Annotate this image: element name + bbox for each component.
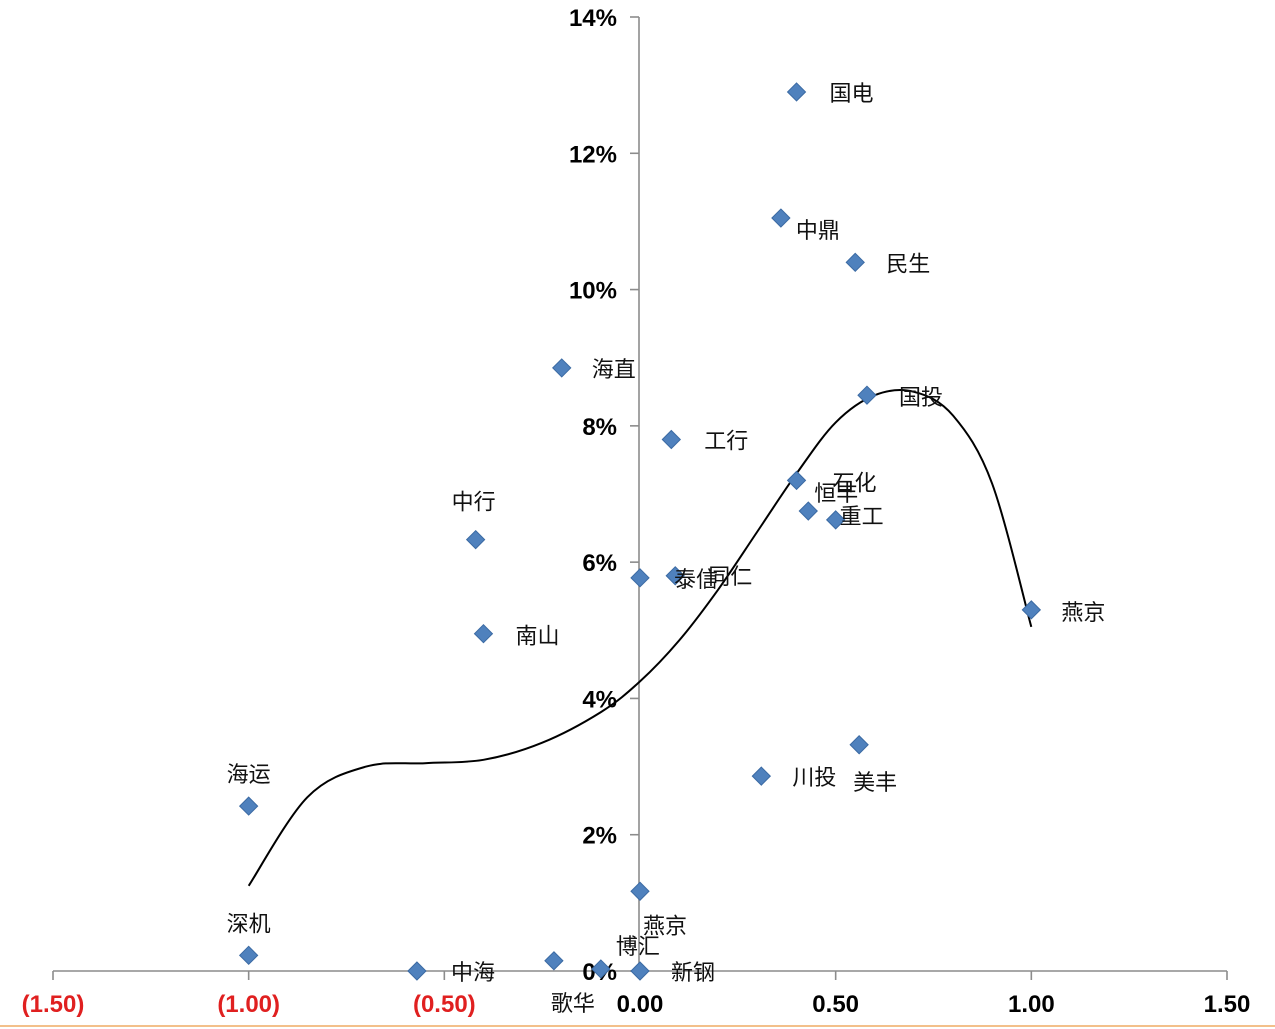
data-point-label: 石化 [833, 471, 877, 496]
y-tick-label: 12% [569, 141, 617, 168]
data-point-label: 川投 [792, 766, 836, 791]
data-point [1021, 600, 1042, 620]
data-point-label: 民生 [886, 252, 930, 277]
data-point [857, 385, 877, 405]
data-point [798, 501, 818, 521]
x-tick-label: (1.00) [217, 991, 280, 1018]
data-point [665, 566, 685, 586]
data-point [407, 961, 427, 981]
y-tick-label: 8% [582, 414, 617, 441]
data-point [465, 529, 486, 550]
data-point-label: 同仁 [708, 565, 752, 590]
data-point-label: 中行 [452, 491, 496, 516]
data-point [552, 358, 572, 378]
data-point [771, 208, 791, 228]
x-tick-label: 1.50 [1204, 991, 1251, 1018]
data-point-label: 美丰 [853, 771, 897, 796]
x-tick-label: 0.50 [812, 991, 859, 1018]
data-point [825, 510, 846, 530]
y-tick-label: 10% [569, 278, 617, 305]
points-layer [238, 82, 1042, 981]
data-point [751, 766, 772, 786]
data-point [473, 623, 494, 644]
x-tick-label: (1.50) [22, 991, 85, 1018]
data-point [630, 568, 650, 588]
data-point-label: 海运 [227, 763, 271, 788]
data-point-label: 中海 [451, 961, 495, 986]
data-point-label: 南山 [515, 625, 559, 650]
data-point-label: 恒丰 [814, 482, 858, 507]
x-tick-label: 0.00 [617, 991, 664, 1018]
data-point [238, 796, 259, 816]
polynomial-trendline [247, 389, 1033, 887]
data-point-label: 泰信 [674, 568, 718, 593]
data-point-label: 海直 [592, 358, 636, 383]
axes-layer: (1.50)(1.00)(0.50)0.000.501.001.500%2%4%… [0, 5, 1275, 1027]
y-tick-label: 2% [582, 823, 617, 850]
data-point-label: 燕京 [1061, 601, 1105, 626]
data-point-label: 深机 [227, 912, 271, 937]
data-point [544, 951, 564, 971]
trendline-layer [247, 389, 1033, 887]
data-point-label: 歌华 [551, 992, 595, 1017]
data-point [630, 881, 650, 901]
data-point [849, 735, 869, 755]
data-point-label: 中鼎 [796, 219, 840, 244]
data-point-label: 新钢 [671, 961, 715, 986]
x-tick-label: (0.50) [413, 991, 476, 1018]
y-tick-label: 4% [582, 686, 617, 713]
data-point-label: 博汇 [616, 935, 660, 960]
y-tick-label: 6% [582, 550, 617, 577]
x-tick-label: 1.00 [1008, 991, 1055, 1018]
y-tick-label: 14% [569, 5, 617, 32]
data-point [661, 429, 682, 450]
data-point [786, 470, 807, 491]
data-point-label: 国电 [830, 82, 874, 107]
data-point [591, 959, 611, 979]
data-point-label: 国投 [899, 386, 943, 411]
data-point-label: 工行 [704, 429, 748, 454]
data-point [238, 945, 259, 966]
data-point-label: 重工 [840, 505, 884, 530]
data-point-label: 燕京 [643, 914, 687, 939]
labels-layer: 国电中鼎民生海直国投工行石化恒丰重工中行泰信同仁燕京南山美丰川投海运燕京博汇深机… [227, 82, 1106, 1017]
data-point [845, 252, 865, 273]
data-point [630, 961, 650, 981]
data-point [786, 82, 807, 102]
